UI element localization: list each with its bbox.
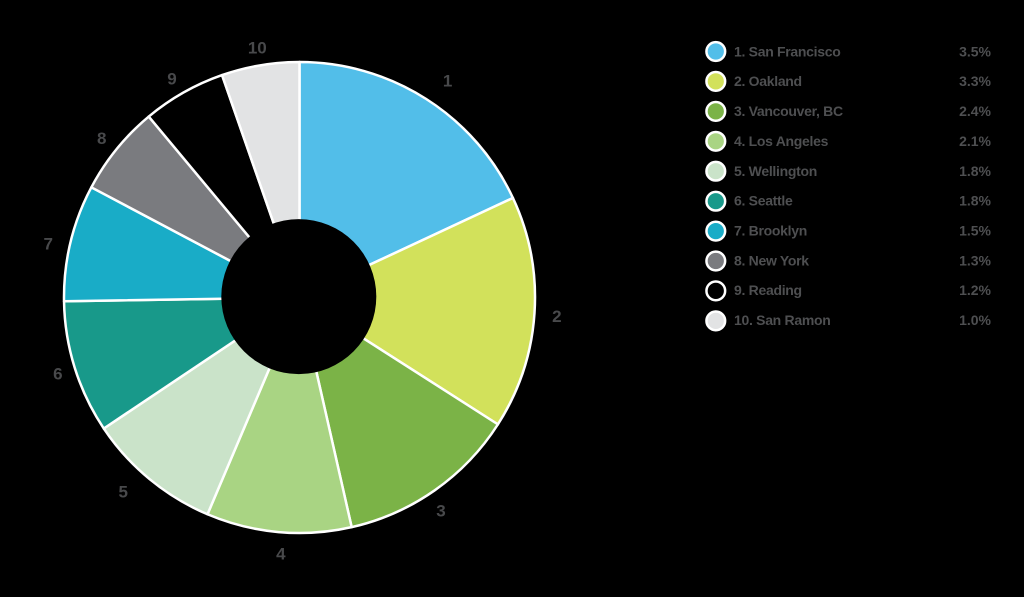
svg-text:1.2%: 1.2% <box>959 282 991 298</box>
svg-text:4: 4 <box>276 544 286 563</box>
svg-text:3. Vancouver, BC: 3. Vancouver, BC <box>734 103 843 119</box>
svg-text:8: 8 <box>97 129 106 148</box>
svg-text:7: 7 <box>43 235 52 254</box>
svg-text:3.5%: 3.5% <box>959 43 991 59</box>
svg-text:4. Los Angeles: 4. Los Angeles <box>734 133 829 149</box>
svg-text:2.1%: 2.1% <box>959 133 991 149</box>
svg-text:6: 6 <box>53 364 62 383</box>
svg-text:3: 3 <box>436 502 445 521</box>
svg-text:9. Reading: 9. Reading <box>734 282 802 298</box>
svg-text:10: 10 <box>248 38 267 57</box>
svg-text:2. Oakland: 2. Oakland <box>734 73 802 89</box>
svg-text:1. San Francisco: 1. San Francisco <box>734 43 840 59</box>
svg-text:1.8%: 1.8% <box>959 193 991 209</box>
svg-text:1: 1 <box>443 72 452 91</box>
svg-text:3.3%: 3.3% <box>959 73 991 89</box>
svg-text:5: 5 <box>118 483 127 502</box>
svg-text:1.0%: 1.0% <box>959 312 991 328</box>
svg-text:6. Seattle: 6. Seattle <box>734 193 793 209</box>
svg-text:10. San Ramon: 10. San Ramon <box>734 312 830 328</box>
svg-text:1.3%: 1.3% <box>959 252 991 268</box>
svg-text:1.8%: 1.8% <box>959 163 991 179</box>
svg-text:9: 9 <box>167 70 176 89</box>
svg-text:7. Brooklyn: 7. Brooklyn <box>734 223 807 239</box>
svg-text:5. Wellington: 5. Wellington <box>734 163 817 179</box>
svg-text:2: 2 <box>552 307 561 326</box>
svg-text:2.4%: 2.4% <box>959 103 991 119</box>
svg-text:8. New York: 8. New York <box>734 252 809 268</box>
svg-text:1.5%: 1.5% <box>959 223 991 239</box>
